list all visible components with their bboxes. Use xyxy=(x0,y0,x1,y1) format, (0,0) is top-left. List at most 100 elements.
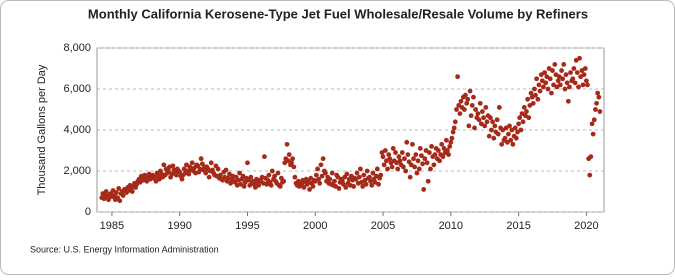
data-point xyxy=(583,78,589,84)
data-point xyxy=(512,125,518,131)
data-point xyxy=(461,107,467,112)
data-point xyxy=(429,144,434,149)
data-point xyxy=(475,111,481,116)
data-point xyxy=(564,80,570,86)
data-point xyxy=(457,111,463,116)
y-tick-label: 2,000 xyxy=(63,165,91,177)
data-point xyxy=(410,141,415,147)
data-point xyxy=(452,119,458,125)
y-tick-label: 4,000 xyxy=(63,124,91,136)
data-point xyxy=(256,182,262,188)
data-point xyxy=(477,100,483,106)
data-point xyxy=(363,181,369,187)
data-point xyxy=(594,100,599,106)
chart-title: Monthly California Kerosene-Type Jet Fue… xyxy=(88,6,588,21)
data-point xyxy=(571,66,577,71)
data-point xyxy=(357,166,363,172)
data-point xyxy=(547,76,553,82)
data-point xyxy=(507,123,512,129)
data-point xyxy=(506,131,511,137)
data-point xyxy=(489,127,494,133)
data-point xyxy=(432,152,438,158)
data-point xyxy=(465,96,471,102)
data-point xyxy=(518,127,524,133)
data-point xyxy=(496,105,502,110)
data-point xyxy=(570,76,576,82)
y-tick-label: 8,000 xyxy=(63,42,91,54)
data-point xyxy=(351,183,357,189)
x-tick-label: 2005 xyxy=(371,220,395,232)
data-point xyxy=(450,129,456,135)
data-point xyxy=(262,154,267,160)
data-point xyxy=(466,123,472,129)
data-point xyxy=(473,107,479,112)
data-point xyxy=(316,176,322,182)
data-point xyxy=(568,70,573,75)
data-point xyxy=(447,144,453,149)
data-point xyxy=(484,119,490,125)
data-point xyxy=(248,174,254,180)
data-point xyxy=(431,162,437,168)
data-point xyxy=(534,76,540,82)
data-point xyxy=(597,109,603,114)
data-point xyxy=(428,166,433,172)
data-point xyxy=(426,150,432,155)
data-point xyxy=(437,158,442,164)
data-point xyxy=(502,135,508,141)
data-point xyxy=(399,150,405,155)
data-point xyxy=(404,139,410,145)
data-point xyxy=(494,117,500,123)
data-point xyxy=(272,173,277,179)
data-point xyxy=(374,166,380,172)
x-tick-label: 1995 xyxy=(235,220,259,232)
data-point xyxy=(425,178,431,184)
x-tick-label: 2010 xyxy=(439,220,463,232)
data-point xyxy=(186,171,192,177)
data-point xyxy=(446,152,451,158)
data-point xyxy=(535,96,541,102)
data-point xyxy=(354,170,360,176)
data-point xyxy=(591,117,597,123)
data-point xyxy=(370,170,376,176)
data-point xyxy=(407,174,413,180)
data-point xyxy=(516,121,521,127)
y-tick-label: 0 xyxy=(85,206,91,218)
data-point xyxy=(464,100,470,106)
data-point xyxy=(561,62,567,67)
data-point xyxy=(395,166,401,172)
data-point xyxy=(313,172,319,178)
data-point xyxy=(385,166,390,172)
data-point xyxy=(524,109,529,114)
data-point xyxy=(286,152,292,158)
data-point xyxy=(445,148,450,153)
data-point xyxy=(166,168,171,174)
data-point xyxy=(208,160,214,166)
data-point xyxy=(490,119,495,125)
data-point xyxy=(113,190,119,195)
data-point xyxy=(587,172,593,178)
data-point xyxy=(559,68,564,73)
data-point xyxy=(439,141,445,147)
data-point xyxy=(555,78,561,84)
data-point xyxy=(552,62,558,67)
data-point xyxy=(203,170,209,176)
data-point xyxy=(266,172,272,178)
data-point xyxy=(526,115,532,121)
data-point xyxy=(301,185,307,190)
data-point xyxy=(576,84,581,90)
data-point xyxy=(588,154,594,160)
data-point xyxy=(480,109,485,114)
data-point xyxy=(520,119,526,125)
data-point xyxy=(451,125,457,131)
data-point xyxy=(411,156,416,162)
data-point xyxy=(486,133,492,139)
data-point xyxy=(476,117,482,123)
data-point xyxy=(533,92,538,98)
data-point xyxy=(332,178,337,184)
data-point xyxy=(585,82,590,88)
data-point xyxy=(241,183,247,189)
data-point xyxy=(327,176,333,182)
data-point xyxy=(319,173,325,179)
data-point xyxy=(403,168,409,174)
data-point xyxy=(467,88,473,94)
